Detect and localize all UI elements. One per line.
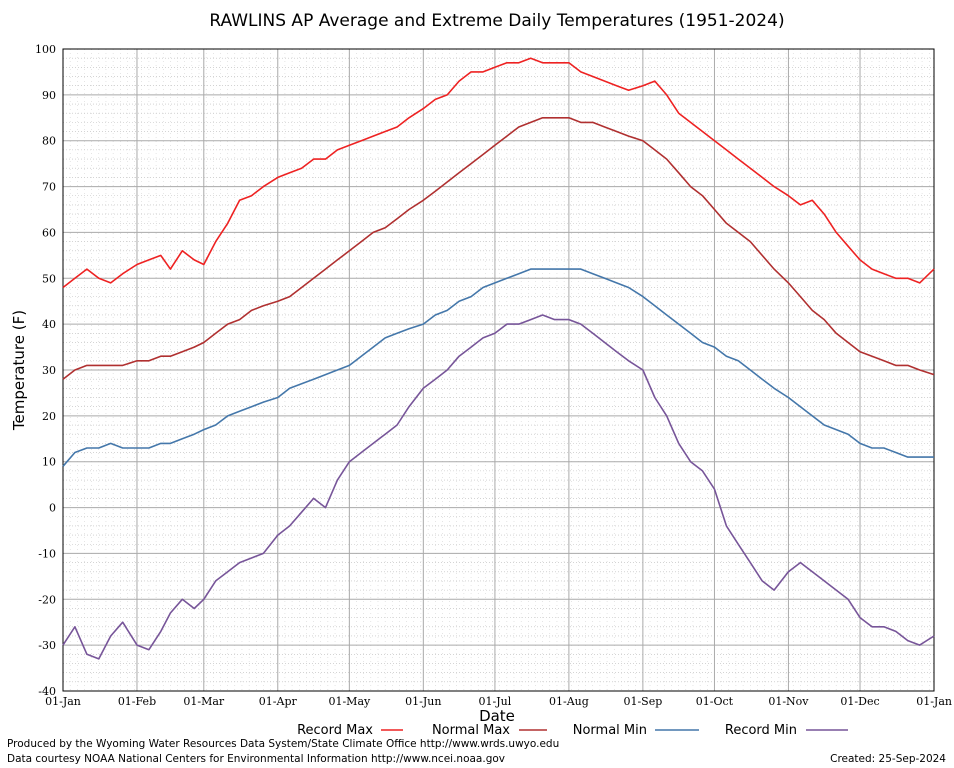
legend-label: Record Min: [725, 723, 797, 738]
series-line-record-min: [62, 314, 935, 660]
x-tick-label: 01-Feb: [118, 695, 156, 708]
y-tick-label: -40: [38, 685, 56, 698]
footer-data-courtesy: Data courtesy NOAA National Centers for …: [7, 753, 506, 765]
footer-produced-by: Produced by the Wyoming Water Resources …: [7, 738, 560, 750]
legend-label: Normal Max: [432, 723, 510, 738]
y-tick-label: 60: [42, 226, 56, 239]
y-tick-label: 100: [35, 43, 56, 56]
x-tick-label: 01-Apr: [259, 695, 298, 708]
x-tick-label: 01-Jun: [405, 695, 441, 708]
y-tick-label: 50: [42, 272, 56, 285]
y-tick-label: 30: [42, 364, 56, 377]
y-tick-label: 40: [42, 318, 56, 331]
x-tick-label: 01-Mar: [183, 695, 225, 708]
x-tick-label: 01-Jul: [479, 695, 512, 708]
x-tick-label: 01-Jan: [45, 695, 81, 708]
legend-label: Normal Min: [573, 723, 647, 738]
legend: Record Max Normal Max Normal Min Record Min: [297, 723, 848, 738]
series-lines: [62, 57, 935, 660]
series-line-normal-min: [62, 268, 934, 467]
x-axis-label: Date: [479, 707, 515, 725]
y-tick-label: 20: [42, 410, 56, 423]
y-axis-label: Temperature (F): [10, 310, 28, 431]
y-tick-label: -30: [38, 639, 56, 652]
y-tick-label: -20: [38, 593, 56, 606]
grid-major: [62, 48, 935, 692]
y-tick-label: -10: [38, 547, 56, 560]
series-line-normal-max: [62, 117, 935, 380]
grid-minor: [62, 49, 934, 691]
chart-title: RAWLINS AP Average and Extreme Daily Tem…: [209, 11, 784, 31]
y-tick-label: 70: [42, 181, 56, 194]
y-tick-label: 0: [49, 502, 56, 515]
legend-label: Record Max: [297, 723, 373, 738]
y-tick-label: 80: [42, 135, 56, 148]
x-tick-label: 01-Jan: [916, 695, 952, 708]
x-tick-label: 01-Dec: [840, 695, 879, 708]
y-tick-label: 90: [42, 89, 56, 102]
x-tick-label: 01-Sep: [623, 695, 662, 708]
x-tick-label: 01-Oct: [696, 695, 734, 708]
y-tick-label: 10: [42, 456, 56, 469]
footer-created-date: Created: 25-Sep-2024: [830, 753, 946, 765]
x-tick-label: 01-May: [328, 695, 371, 708]
plot-frame: [62, 48, 935, 692]
x-tick-labels: 01-Jan 01-Feb 01-Mar 01-Apr 01-May 01-Jun 01-J…: [45, 695, 952, 708]
series-line-record-max: [62, 57, 935, 289]
x-tick-label: 01-Aug: [549, 695, 589, 708]
x-tick-label: 01-Nov: [768, 695, 809, 708]
